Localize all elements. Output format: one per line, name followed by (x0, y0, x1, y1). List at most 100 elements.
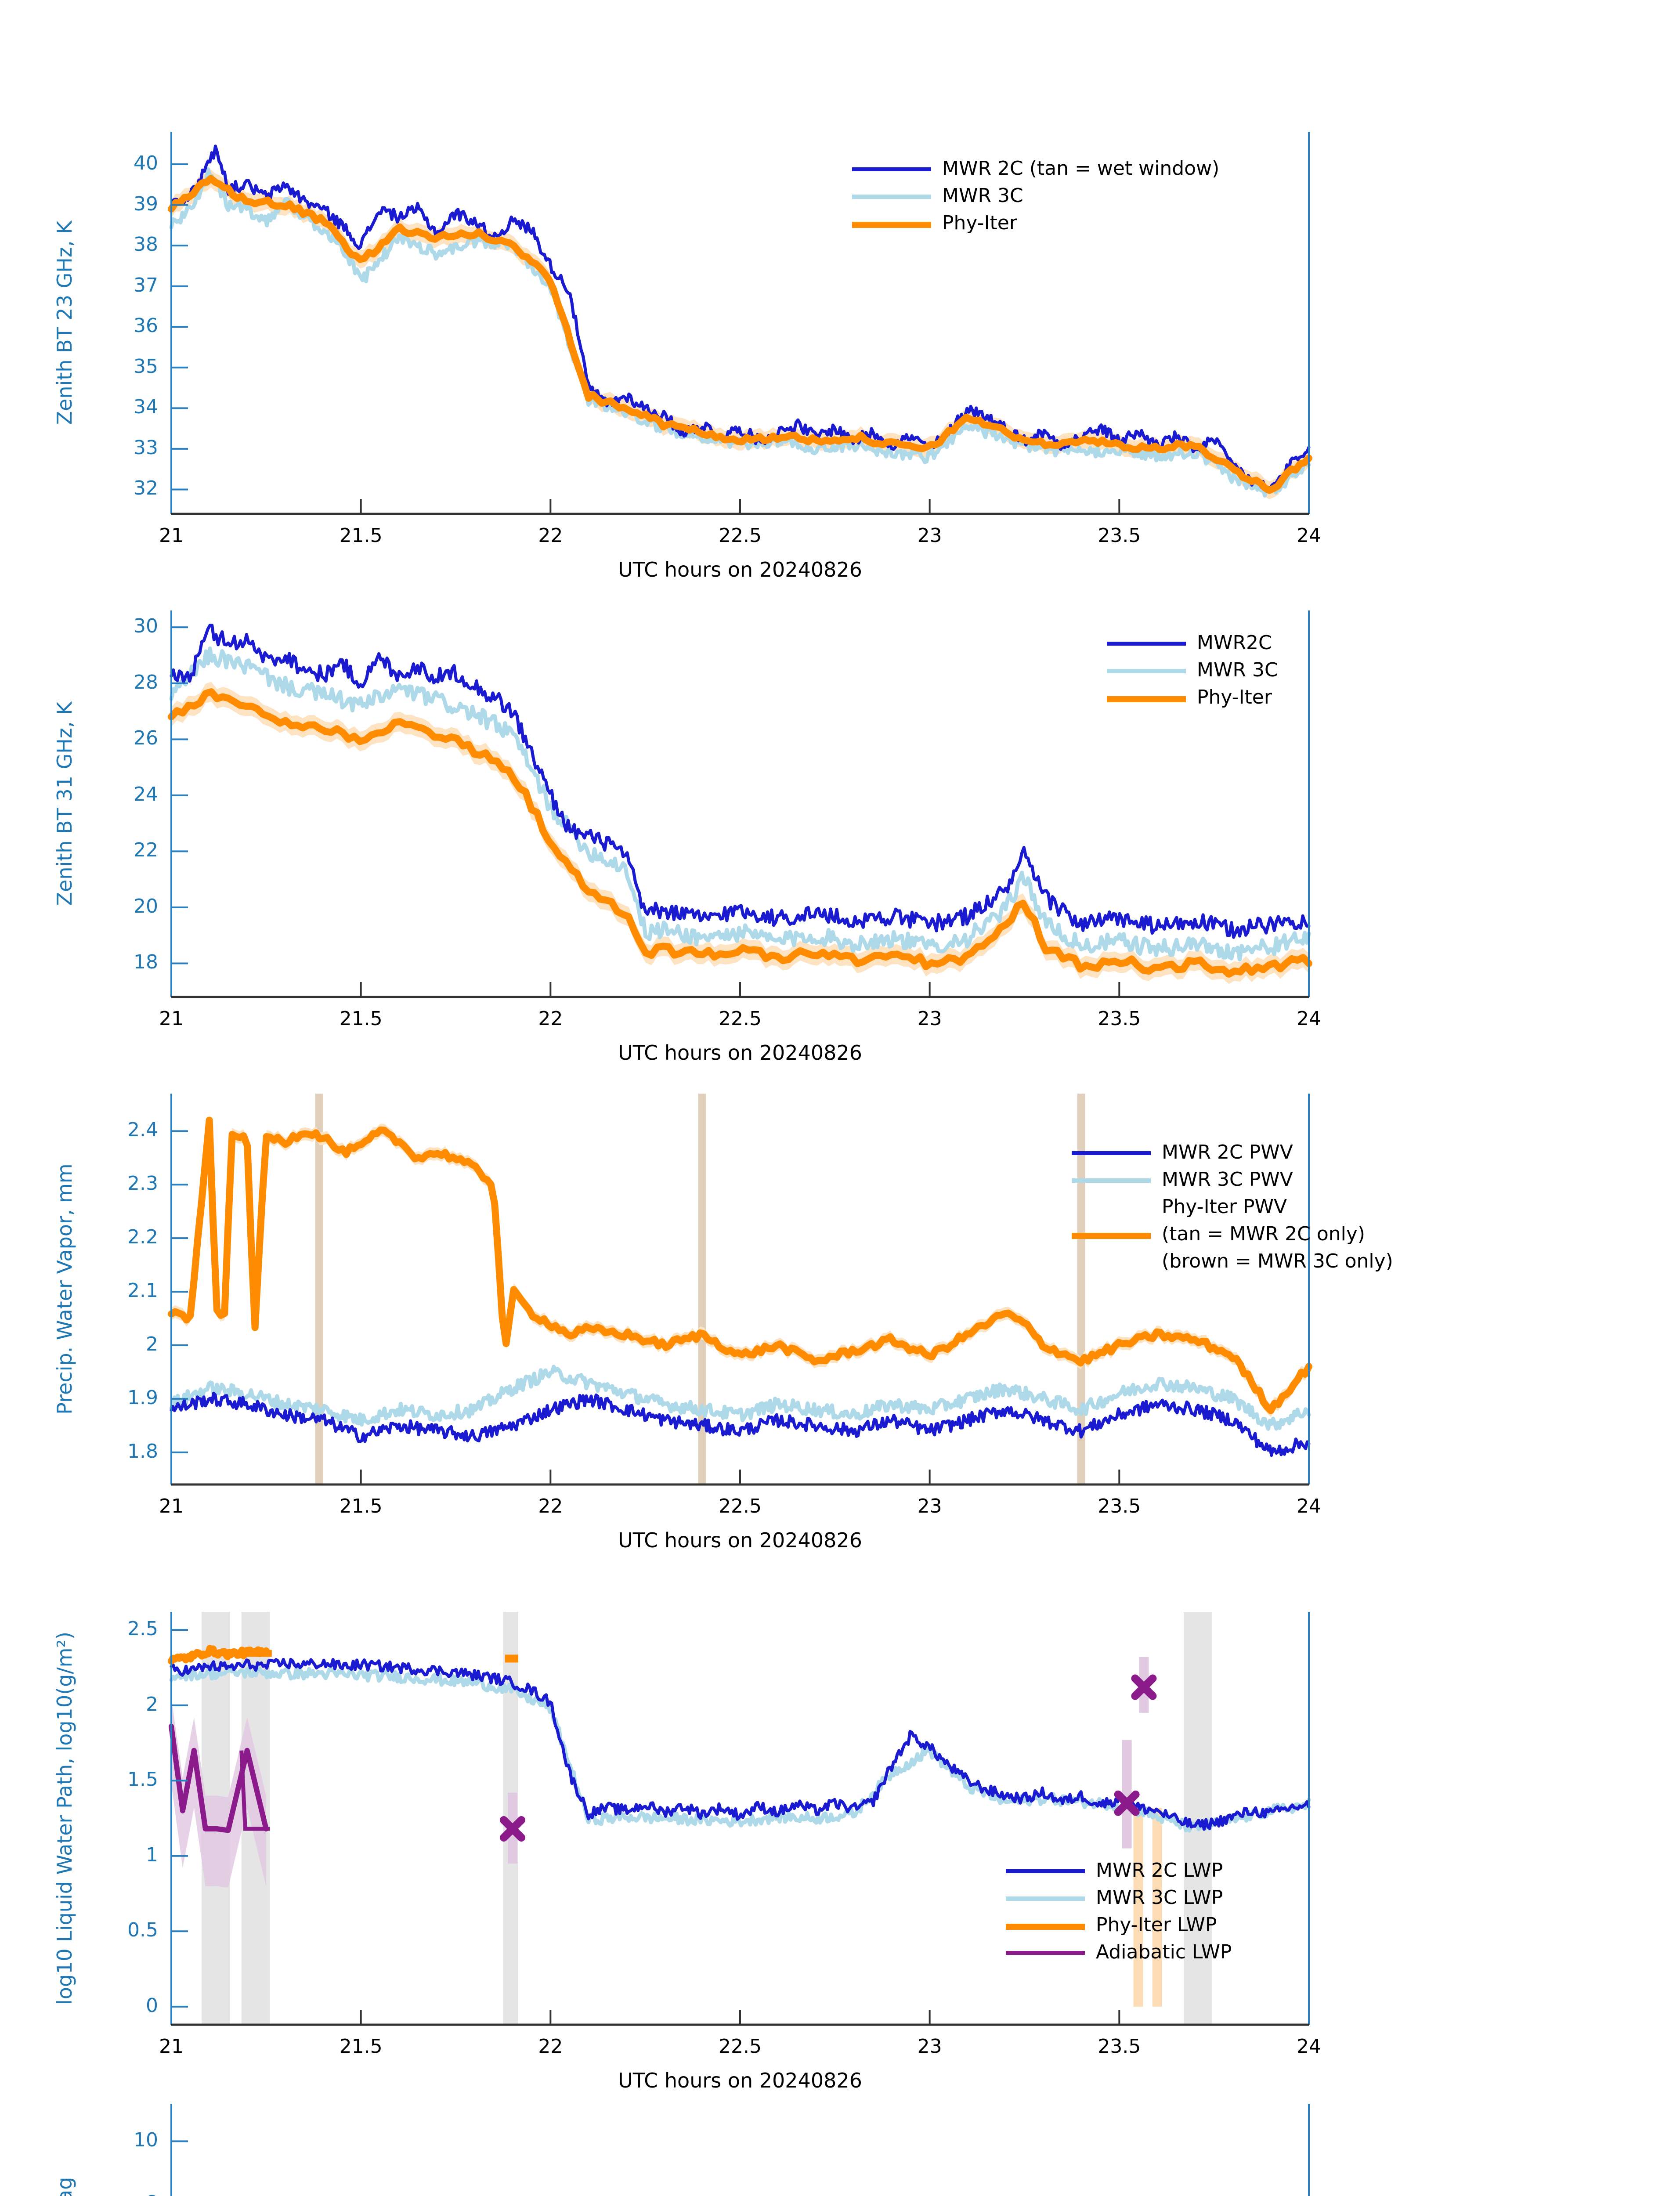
x-axis-label: UTC hours on 20240826 (618, 1528, 862, 1552)
x-tick-label: 22 (538, 524, 563, 547)
series-mwr2c (170, 1391, 1311, 1457)
series-phy-iter (168, 688, 1312, 978)
legend-color-swatch (1072, 1151, 1151, 1155)
x-tick-label: 22.5 (719, 1495, 762, 1517)
y-tick-label: 37 (134, 274, 158, 296)
series-phy-iter (168, 1116, 1312, 1414)
legend-label: MWR 3C (942, 184, 1023, 207)
y-tick-label: 1 (146, 1843, 158, 1866)
y-tick-label: 40 (134, 152, 158, 175)
x-tick-label: 24 (1297, 524, 1321, 547)
y-tick-label: 2.5 (127, 1618, 158, 1640)
adiabatic-error-bar (1122, 1740, 1132, 1849)
y-tick-label: 39 (134, 192, 158, 215)
x-tick-label: 24 (1297, 1008, 1321, 1030)
y-tick-label: 10 (134, 2129, 158, 2152)
y-tick-label: 28 (134, 671, 158, 693)
x-tick-label: 21 (159, 524, 184, 547)
x-tick-label: 22.5 (719, 524, 762, 547)
legend-label: MWR2C (1197, 632, 1272, 654)
x-tick-label: 22 (538, 1495, 563, 1517)
x-tick-label: 22.5 (719, 1008, 762, 1030)
x-tick-label: 21 (159, 1495, 184, 1517)
phy-iter-uncertainty-band (171, 682, 1309, 984)
legend-label: Phy-Iter PWV (1162, 1196, 1287, 1218)
legend-label: MWR 2C LWP (1096, 1859, 1223, 1882)
legend-label: Phy-Iter (942, 212, 1017, 234)
legend-color-swatch (1107, 642, 1186, 646)
tan-vertical-band (698, 1094, 706, 1484)
legend-color-swatch (1107, 669, 1186, 673)
x-tick-label: 24 (1297, 2035, 1321, 2058)
legend-label: MWR 2C (tan = wet window) (942, 157, 1220, 180)
y-tick-label: 34 (134, 396, 158, 419)
legend-label: Phy-Iter (1197, 686, 1272, 708)
legend-color-swatch (1006, 1924, 1085, 1930)
adiabatic-x-marker (1131, 1674, 1157, 1700)
x-axis-label: UTC hours on 20240826 (618, 2069, 862, 2092)
series-mwr3c (169, 1365, 1311, 1431)
y-tick-label: 2.3 (127, 1172, 158, 1195)
y-tick-label: 1.5 (127, 1768, 158, 1791)
y-tick-label: 8 (40, 2192, 158, 2196)
adiabatic-x-marker (1114, 1790, 1140, 1816)
y-tick-label: 35 (134, 355, 158, 378)
y-tick-label: 26 (134, 727, 158, 750)
x-tick-label: 21.5 (339, 2035, 383, 2058)
x-tick-label: 24 (1297, 1495, 1321, 1517)
phy-iter-uncertainty-band (171, 1114, 1309, 1417)
x-tick-label: 22.5 (719, 2035, 762, 2058)
x-tick-label: 22 (538, 2035, 563, 2058)
x-tick-label: 21 (159, 2035, 184, 2058)
legend-color-swatch (1006, 1951, 1085, 1955)
y-tick-label: 24 (134, 783, 158, 805)
y-tick-label: 0 (146, 1994, 158, 2017)
y-tick-label: 1.9 (127, 1386, 158, 1409)
legend-label: (tan = MWR 2C only) (1162, 1223, 1366, 1245)
legend-color-swatch (852, 167, 931, 171)
y-tick-label: 2 (146, 1693, 158, 1716)
x-tick-label: 22 (538, 1008, 563, 1030)
plot-area (168, 1612, 1311, 2026)
orange-vertical-band (1133, 1807, 1143, 2007)
y-tick-label: 18 (134, 951, 158, 974)
legend-color-swatch (1072, 1178, 1151, 1183)
x-axis-label: UTC hours on 20240826 (618, 558, 862, 582)
x-tick-label: 23 (917, 1495, 942, 1517)
legend-label: MWR 3C PWV (1162, 1168, 1293, 1191)
x-tick-label: 23.5 (1098, 524, 1141, 547)
y-tick-label: 2.1 (127, 1279, 158, 1302)
legend-color-swatch (852, 195, 931, 199)
plot-area (168, 132, 1312, 515)
legend-label: (brown = MWR 3C only) (1162, 1250, 1393, 1272)
series-mwr2c (170, 624, 1311, 939)
x-tick-label: 21.5 (339, 1008, 383, 1030)
y-tick-label: 2.4 (127, 1119, 158, 1141)
plot-area (170, 2104, 1310, 2196)
x-axis-label: UTC hours on 20240826 (618, 1041, 862, 1065)
y-tick-label: 1.8 (127, 1440, 158, 1463)
legend-label: MWR 3C (1197, 659, 1278, 681)
legend-color-swatch (852, 222, 931, 228)
y-tick-label: 30 (134, 615, 158, 638)
legend-color-swatch (1006, 1869, 1085, 1873)
x-tick-label: 23.5 (1098, 1495, 1141, 1517)
orange-vertical-band (1152, 1807, 1162, 2007)
legend-label: Phy-Iter LWP (1096, 1914, 1217, 1936)
legend-label: MWR 2C PWV (1162, 1141, 1293, 1163)
x-tick-label: 21.5 (339, 1495, 383, 1517)
y-tick-label: 38 (134, 233, 158, 256)
y-tick-label: 20 (134, 895, 158, 917)
plot-area (168, 1094, 1312, 1486)
tan-vertical-band (315, 1094, 323, 1484)
series-mwr3c (169, 647, 1311, 962)
legend-color-swatch (1072, 1233, 1151, 1239)
tan-vertical-band (1077, 1094, 1085, 1484)
y-tick-label: 2 (146, 1333, 158, 1355)
x-tick-label: 21.5 (339, 524, 383, 547)
adiabatic-x-marker (500, 1816, 525, 1842)
x-tick-label: 23 (917, 1008, 942, 1030)
y-tick-label: 33 (134, 436, 158, 459)
y-tick-label: 36 (134, 314, 158, 337)
